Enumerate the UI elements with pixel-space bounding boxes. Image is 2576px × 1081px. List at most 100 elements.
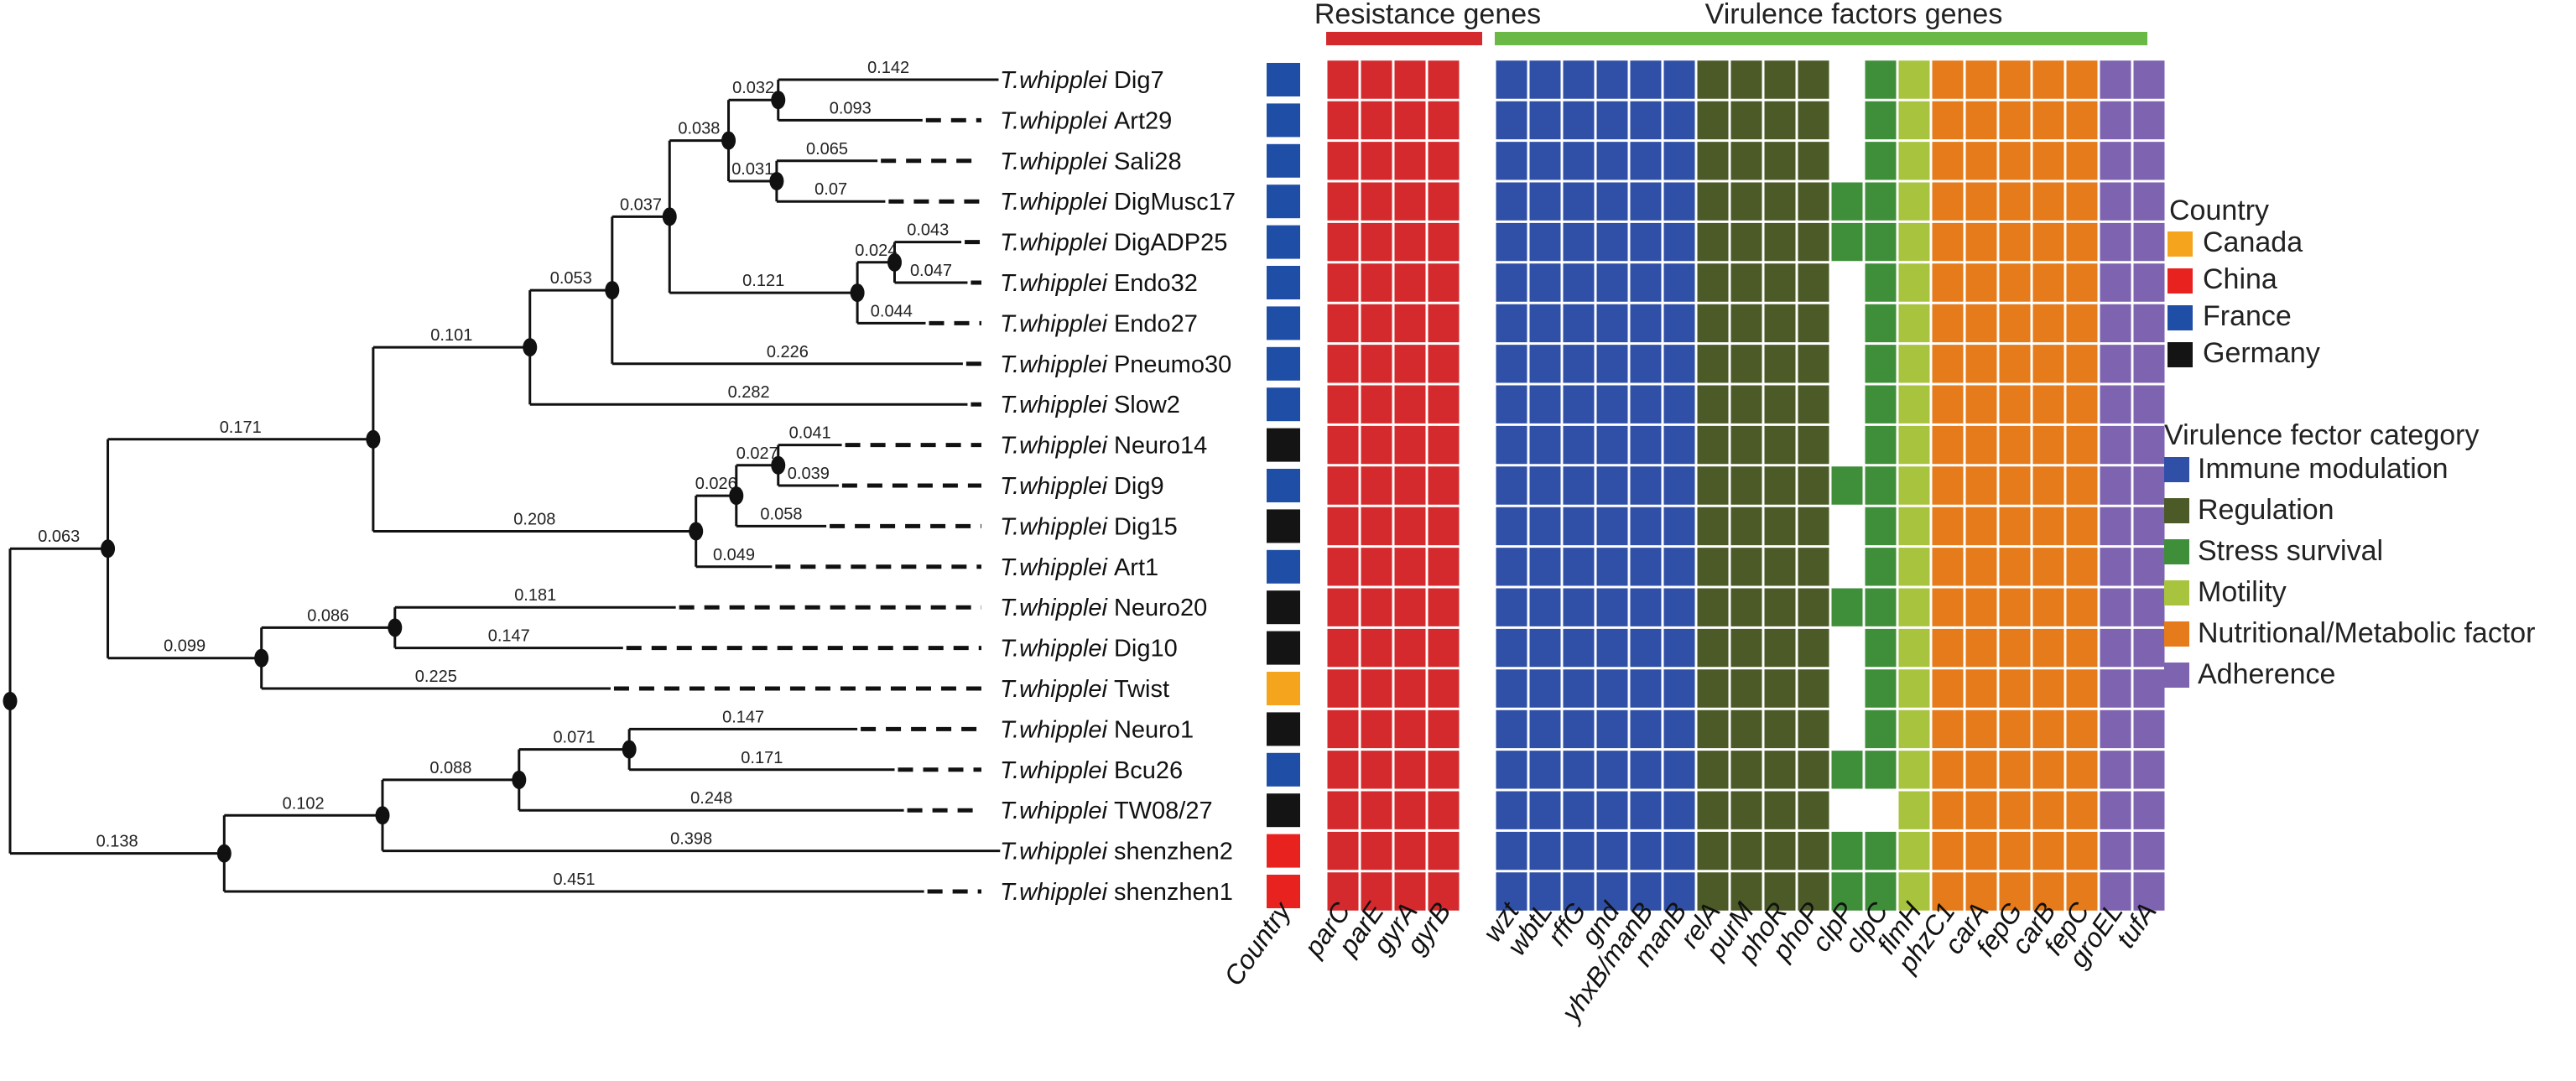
gene-cell xyxy=(1393,546,1427,587)
gene-cell xyxy=(1663,140,1696,181)
gene-cell xyxy=(2099,59,2132,101)
strain-label: T.whipplei Neuro14 xyxy=(1000,433,1207,460)
strain-name: Art29 xyxy=(1114,107,1172,134)
gene-cell xyxy=(2065,749,2099,790)
gene-cell xyxy=(1830,871,1864,912)
gene-cell xyxy=(1696,790,1730,831)
branch-length-label: 0.398 xyxy=(670,830,712,849)
gene-cell xyxy=(1326,59,1360,101)
gene-cell xyxy=(1393,343,1427,384)
gene-cell xyxy=(1797,749,1830,790)
gene-cell xyxy=(1393,303,1427,344)
gene-cell xyxy=(1763,140,1797,181)
gene-cell xyxy=(1562,668,1595,709)
gene-cell xyxy=(1931,790,1965,831)
gene-cell xyxy=(1998,627,2032,668)
tree-node-marker xyxy=(771,455,786,475)
gene-cell xyxy=(1998,384,2032,425)
legend-label: Stress survival xyxy=(2198,535,2383,567)
branch-length-label: 0.07 xyxy=(814,180,847,199)
gene-cell xyxy=(1360,59,1393,101)
gene-cell xyxy=(1562,59,1595,101)
gene-cell xyxy=(1965,506,1998,547)
gene-cell xyxy=(1663,465,1696,507)
branch-length-label: 0.053 xyxy=(550,269,592,288)
gene-cell xyxy=(1495,262,1528,304)
branch-length-label: 0.026 xyxy=(695,475,737,493)
gene-heatmap xyxy=(1324,58,2167,913)
gene-cell xyxy=(2099,140,2132,181)
gene-cell xyxy=(1495,181,1528,222)
gene-cell xyxy=(1326,709,1360,750)
branch-length-label: 0.027 xyxy=(736,444,778,463)
gene-cell xyxy=(1965,668,1998,709)
gene-cell xyxy=(1360,709,1393,750)
strain-name: Neuro20 xyxy=(1114,595,1207,621)
strain-label: T.whipplei Dig7 xyxy=(1000,67,1164,94)
gene-cell xyxy=(2032,627,2065,668)
gene-cell xyxy=(1797,343,1830,384)
gene-cell xyxy=(1360,424,1393,465)
gene-cell xyxy=(1763,303,1797,344)
gene-cell xyxy=(1897,587,1931,628)
gene-cell xyxy=(1763,506,1797,547)
gene-cell xyxy=(2132,424,2166,465)
strain-name: Bcu26 xyxy=(1114,757,1183,784)
gene-cell xyxy=(2099,506,2132,547)
branch-length-label: 0.138 xyxy=(96,833,138,851)
gene-cell xyxy=(1663,546,1696,587)
gene-cell xyxy=(1864,59,1897,101)
strain-genus: T.whipplei xyxy=(1000,716,1114,743)
branch-length-label: 0.451 xyxy=(553,871,595,889)
legend-swatch xyxy=(2167,305,2193,330)
gene-cell xyxy=(1696,830,1730,871)
branch-length-label: 0.248 xyxy=(690,789,732,808)
gene-cell xyxy=(1931,100,1965,141)
legend-swatch xyxy=(2164,580,2189,605)
gene-cell xyxy=(1763,181,1797,222)
strain-label: T.whipplei Dig10 xyxy=(1000,636,1178,663)
branch-length-label: 0.147 xyxy=(722,708,764,726)
gene-cell xyxy=(2065,790,2099,831)
tree-node-marker xyxy=(216,844,232,863)
strain-name: Neuro1 xyxy=(1114,716,1194,743)
strain-genus: T.whipplei xyxy=(1000,107,1114,134)
gene-cell xyxy=(2132,59,2166,101)
gene-cell xyxy=(1965,627,1998,668)
gene-cell xyxy=(2099,343,2132,384)
strain-genus: T.whipplei xyxy=(1000,433,1114,460)
strain-label: T.whipplei Art1 xyxy=(1000,554,1158,581)
tree-node-marker xyxy=(523,338,538,357)
gene-cell xyxy=(1998,343,2032,384)
category-legend: Immune modulation Regulation Stress surviv… xyxy=(2164,453,2536,690)
country-cell xyxy=(1267,752,1300,787)
strain-name: Twist xyxy=(1114,676,1169,703)
gene-cell xyxy=(1998,424,2032,465)
branch-length-label: 0.039 xyxy=(788,465,830,483)
gene-cell xyxy=(1864,871,1897,912)
strain-label: T.whipplei Slow2 xyxy=(1000,392,1180,418)
country-cell xyxy=(1267,428,1300,462)
gene-cell xyxy=(1696,59,1730,101)
gene-cell xyxy=(2032,749,2065,790)
gene-cell xyxy=(2132,506,2166,547)
gene-cell xyxy=(1629,262,1663,304)
legend-label: Germany xyxy=(2203,337,2320,369)
gene-cell xyxy=(1360,465,1393,507)
country-cell xyxy=(1267,875,1300,908)
strain-genus: T.whipplei xyxy=(1000,676,1114,703)
gene-cell xyxy=(1931,668,1965,709)
gene-cell xyxy=(1696,181,1730,222)
branch-length-label: 0.088 xyxy=(429,759,471,777)
gene-cell xyxy=(1595,384,1629,425)
gene-cell xyxy=(2099,546,2132,587)
gene-cell xyxy=(1629,384,1663,425)
gene-cell xyxy=(2099,384,2132,425)
strain-label: T.whipplei Art29 xyxy=(1000,107,1172,134)
gene-cell xyxy=(1528,384,1562,425)
gene-cell xyxy=(2065,506,2099,547)
gene-cell xyxy=(1730,627,1763,668)
gene-cell xyxy=(1965,424,1998,465)
gene-cell xyxy=(1864,262,1897,304)
gene-cell xyxy=(1663,221,1696,262)
